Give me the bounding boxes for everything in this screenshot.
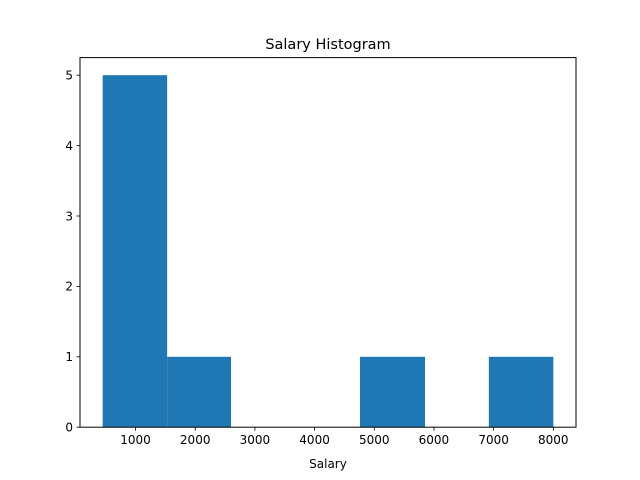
histogram-bar xyxy=(359,356,425,428)
histogram-bars xyxy=(102,75,554,428)
y-tick-label: 1 xyxy=(65,350,73,364)
x-tick-label: 3000 xyxy=(240,433,271,447)
y-tick-label: 2 xyxy=(65,280,73,294)
x-tick-label: 8000 xyxy=(538,433,569,447)
histogram-bar xyxy=(167,356,232,428)
y-tick-label: 4 xyxy=(65,139,73,153)
x-tick-label: 2000 xyxy=(180,433,211,447)
x-tick-label: 6000 xyxy=(419,433,450,447)
x-axis-label: Salary xyxy=(309,457,347,471)
x-tick-label: 5000 xyxy=(359,433,390,447)
x-tick-label: 1000 xyxy=(120,433,151,447)
axes-frame xyxy=(79,57,577,428)
x-axis-ticks: 1000 2000 3000 4000 5000 6000 7000 8000 xyxy=(120,427,569,447)
x-tick-label: 4000 xyxy=(299,433,330,447)
x-tick-label: 7000 xyxy=(478,433,509,447)
histogram-bar xyxy=(102,75,168,428)
histogram-bar xyxy=(488,356,554,428)
y-tick-label: 0 xyxy=(65,421,73,435)
y-axis-ticks: 0 1 2 3 4 5 xyxy=(65,69,80,435)
y-tick-label: 5 xyxy=(65,69,73,83)
y-tick-label: 3 xyxy=(65,209,73,223)
chart-title: Salary Histogram xyxy=(265,37,390,53)
